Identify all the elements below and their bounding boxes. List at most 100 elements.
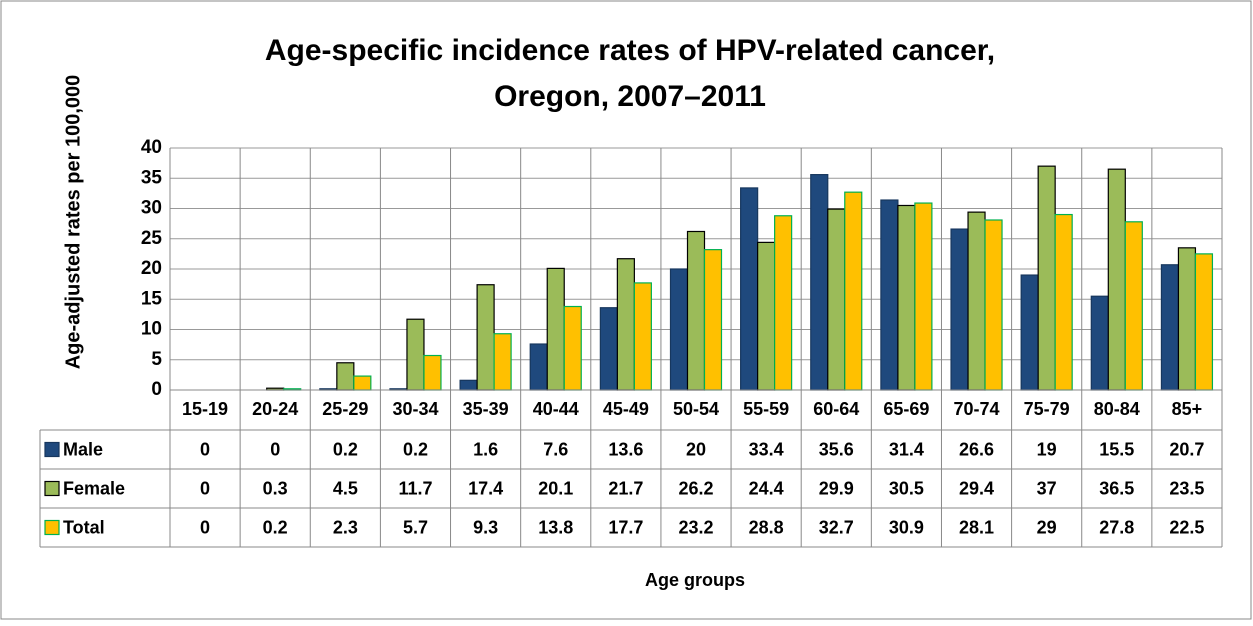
table-cell: 13.6 [608,439,643,459]
table-cell: 29 [1037,517,1057,537]
table-cell: 0.3 [263,478,288,498]
x-tick-label: 35-39 [463,399,509,419]
table-cell: 0.2 [333,439,358,459]
bar [493,333,512,391]
y-tick-label: 5 [151,349,162,370]
bar [669,268,689,391]
bar [633,282,652,391]
table-cell: 5.7 [403,517,428,537]
table-cell: 32.7 [819,517,854,537]
x-tick-label: 70-74 [954,399,1000,419]
bar [1177,247,1197,391]
x-tick-label: 80-84 [1094,399,1140,419]
bar [476,284,495,391]
y-tick-label: 10 [141,319,162,340]
table-cell: 30.5 [889,478,924,498]
bar [880,199,899,391]
table-cell: 31.4 [889,439,924,459]
table-cell: 0 [200,478,210,498]
legend-label: Female [63,478,125,498]
bar [599,307,618,391]
table-cell: 19 [1037,439,1057,459]
table-cell: 17.4 [468,478,503,498]
bar [757,241,776,391]
x-tick-label: 50-54 [673,399,719,419]
bar [686,230,706,391]
table-cell: 1.6 [473,439,498,459]
table-cell: 24.4 [749,478,784,498]
x-tick-label: 45-49 [603,399,649,419]
table-cell: 27.8 [1099,517,1134,537]
bar [914,202,933,391]
legend-key [44,480,60,497]
bar [1160,264,1180,391]
table-cell: 28.8 [749,517,784,537]
bar [423,354,442,391]
table-cell: 17.7 [608,517,643,537]
table-cell: 22.5 [1169,517,1204,537]
bar [967,211,986,391]
bar [1107,168,1126,391]
table-cell: 37 [1037,478,1057,498]
bar [844,191,863,391]
table-cell: 7.6 [543,439,568,459]
table-cell: 0 [270,439,280,459]
bar [529,343,548,391]
table-cell: 28.1 [959,517,994,537]
table-cell: 11.7 [398,478,432,498]
table-cell: 26.6 [959,439,994,459]
bar [984,219,1003,391]
x-tick-label: 15-19 [182,399,228,419]
table-cell: 35.6 [819,439,854,459]
x-tick-label: 25-29 [322,399,368,419]
y-tick-label: 25 [141,228,163,249]
legend-label: Total [63,517,105,537]
bar [353,375,372,391]
chart-subtitle: Oregon, 2007–2011 [494,80,766,113]
bar [703,249,723,391]
table-cell: 23.2 [678,517,713,537]
y-tick-label: 30 [141,198,162,219]
y-tick-label: 35 [141,167,163,188]
x-axis-label: Age groups [645,570,745,590]
table-cell: 23.5 [1169,478,1204,498]
y-tick-label: 20 [141,258,162,279]
table-cell: 26.2 [678,478,713,498]
bar [950,228,969,391]
bar [616,258,635,391]
legend-key [44,441,60,458]
table-cell: 29.4 [959,478,994,498]
x-tick-label: 40-44 [533,399,579,419]
legend-label: Male [63,439,103,459]
bar [897,204,916,391]
bar [1090,295,1109,391]
bar [1037,165,1056,391]
table-cell: 29.9 [819,478,854,498]
table-cell: 20.7 [1169,439,1204,459]
bar [810,174,829,391]
table-cell: 0.2 [403,439,428,459]
bar [459,379,478,391]
table-cell: 30.9 [889,517,924,537]
x-tick-label: 60-64 [813,399,859,419]
bar [563,305,582,391]
y-tick-label: 40 [141,137,162,158]
x-tick-label: 65-69 [883,399,929,419]
x-tick-label: 55-59 [743,399,789,419]
bar [827,208,846,391]
table-cell: 15.5 [1099,439,1134,459]
x-tick-label: 30-34 [392,399,438,419]
bar [740,187,759,391]
table-cell: 2.3 [333,517,358,537]
bar [336,362,355,391]
y-axis-label: Age-adjusted rates per 100,000 [62,75,84,370]
bar [1054,213,1073,391]
bar [1194,253,1214,391]
table-cell: 20 [686,439,706,459]
y-tick-label: 0 [151,379,162,400]
table-cell: 33.4 [749,439,784,459]
x-tick-label: 85+ [1172,399,1203,419]
table-cell: 4.5 [333,478,358,498]
bar [546,267,565,391]
